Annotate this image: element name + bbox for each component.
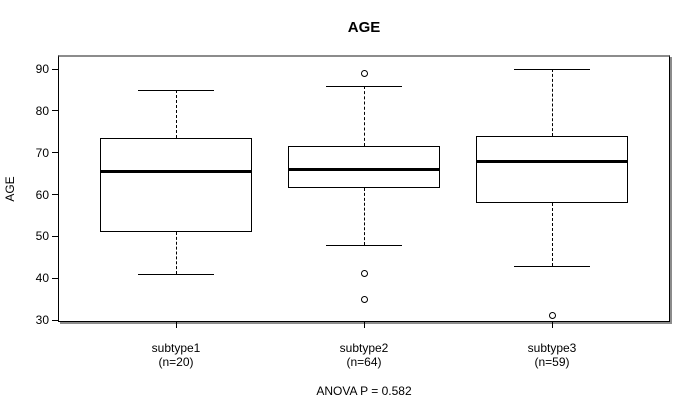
- group-label: subtype1 (n=20): [100, 341, 252, 369]
- group-n: (n=20): [158, 355, 194, 369]
- y-axis-tick: [52, 152, 59, 154]
- whisker-upper: [364, 85, 365, 147]
- group-name: subtype2: [339, 341, 389, 355]
- y-tick-label: 40: [35, 271, 49, 286]
- anova-p-footer: ANOVA P = 0.582: [316, 384, 412, 398]
- y-tick-label: 90: [35, 62, 49, 76]
- whisker-cap-lower: [514, 265, 590, 267]
- x-axis-tick: [176, 321, 177, 328]
- y-axis-tick: [52, 194, 59, 195]
- iqr-box: [288, 146, 440, 189]
- group-label: subtype2 (n=64): [288, 341, 440, 369]
- median-line: [100, 170, 252, 174]
- median-line: [476, 160, 628, 164]
- iqr-box: [100, 138, 252, 233]
- y-tick-label: 30: [35, 313, 49, 327]
- group-label: subtype3 (n=59): [476, 341, 628, 369]
- whisker-upper: [176, 89, 177, 138]
- y-axis-tick: [52, 277, 59, 279]
- whisker-lower: [364, 188, 365, 245]
- whisker-cap-lower: [138, 273, 214, 275]
- whisker-lower: [176, 232, 177, 274]
- whisker-cap-lower: [326, 244, 402, 246]
- y-axis-tick: [52, 319, 59, 321]
- y-tick-label: 70: [35, 145, 49, 160]
- median-line: [288, 168, 440, 172]
- whisker-lower: [552, 202, 553, 266]
- whisker-cap-upper: [138, 89, 214, 91]
- group-n: (n=59): [534, 355, 570, 369]
- y-tick-label: 50: [35, 229, 49, 244]
- whisker-cap-upper: [514, 69, 590, 70]
- y-axis-tick: [52, 110, 59, 112]
- plot-area: 30 40 50 60 70 80 90 subtype1 (n=20) subtype2 (n=6…: [36, 57, 669, 369]
- y-axis-tick: [52, 235, 59, 237]
- y-tick-label: 80: [35, 103, 49, 118]
- outlier-point: [548, 312, 556, 320]
- x-axis-tick: [552, 321, 553, 328]
- y-tick-label: 60: [35, 187, 49, 202]
- chart-title: AGE: [347, 19, 381, 36]
- x-axis-tick: [364, 321, 365, 328]
- whisker-upper: [552, 69, 553, 136]
- whisker-cap-upper: [326, 85, 402, 87]
- group-n: (n=64): [346, 355, 382, 369]
- outlier-point: [360, 270, 368, 278]
- group-name: subtype3: [527, 341, 577, 355]
- group-name: subtype1: [151, 341, 201, 355]
- iqr-box: [476, 135, 628, 203]
- outlier-point: [360, 69, 368, 77]
- outlier-point: [360, 295, 368, 303]
- y-axis-tick: [52, 68, 59, 70]
